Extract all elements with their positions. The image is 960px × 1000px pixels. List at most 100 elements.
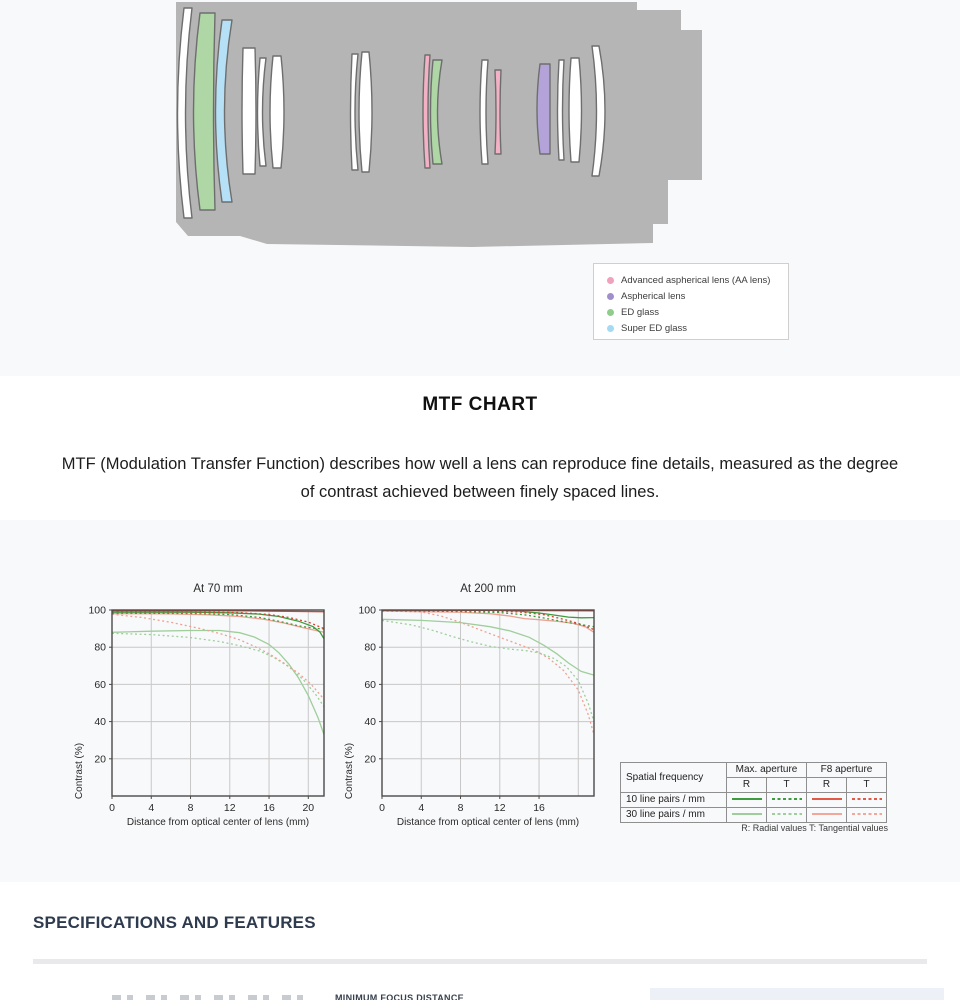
y-tick-label: 100 <box>88 605 106 617</box>
x-tick-label: 8 <box>458 802 464 814</box>
lens-element-normal <box>269 55 285 169</box>
legend-item-label: Aspherical lens <box>621 290 686 302</box>
mtf-series <box>381 610 595 633</box>
line-sample-dotted <box>851 813 882 816</box>
lens-construction-section: Advanced aspherical lens (AA lens) Aspher… <box>0 0 960 376</box>
table-subheader: R <box>806 777 847 793</box>
x-tick-label: 0 <box>379 802 385 814</box>
x-tick-label: 0 <box>109 802 115 814</box>
table-subheader: T <box>846 777 887 793</box>
mtf-chart-200mm: At 200 mm 20 40 60 80 100 0 4 8 12 16 Contrast (%) D… <box>340 576 610 835</box>
lens-element-aa <box>494 69 502 155</box>
mtf-series <box>381 609 595 631</box>
x-tick-label: 8 <box>188 802 194 814</box>
row-label: 10 line pairs / mm <box>620 792 727 808</box>
x-tick-label: 12 <box>224 802 236 814</box>
sample-cell <box>846 792 887 808</box>
minimum-focus-distance-label: MINIMUM FOCUS DISTANCE <box>335 993 464 1000</box>
legend-item: ED glass <box>607 304 782 320</box>
table-row: 10 line pairs / mm <box>620 792 887 808</box>
legend-item-label: Super ED glass <box>621 322 688 334</box>
section-divider <box>33 959 927 964</box>
specifications-heading: SPECIFICATIONS AND FEATURES <box>33 913 316 932</box>
y-tick-label: 40 <box>94 716 106 728</box>
chart-title: At 200 mm <box>460 583 516 595</box>
legend-item: Super ED glass <box>607 320 782 336</box>
legend-color-dot <box>607 292 614 300</box>
x-tick-label: 4 <box>148 802 154 814</box>
lens-element-normal <box>241 47 257 175</box>
x-axis-label: Distance from optical center of lens (mm… <box>127 817 309 828</box>
table-row: 30 line pairs / mm <box>620 807 887 823</box>
line-sample-solid <box>811 798 842 801</box>
x-tick-label: 16 <box>533 802 545 814</box>
line-sample-dotted <box>771 813 802 816</box>
spatial-frequency-table: Spatial frequency Max. aperture F8 apertur… <box>620 762 887 823</box>
y-axis-label: Contrast (%) <box>344 743 355 799</box>
lens-element-normal <box>256 57 267 167</box>
mtf-series <box>111 610 325 630</box>
lens-element-normal <box>358 51 373 173</box>
mtf-series <box>381 610 595 628</box>
y-tick-label: 20 <box>94 753 106 765</box>
legend-item-label: Advanced aspherical lens (AA lens) <box>621 274 771 286</box>
y-tick-label: 80 <box>94 642 106 654</box>
mtf-plot-svg: At 200 mm 20 40 60 80 100 0 4 8 12 16 Contrast (%) D… <box>344 583 595 828</box>
mtf-chart-heading: MTF CHART <box>422 394 538 415</box>
mtf-series <box>111 613 325 633</box>
legend-color-dot <box>607 324 614 332</box>
lens-element-ed <box>192 12 216 211</box>
sample-cell <box>726 792 767 808</box>
sample-cell <box>806 792 847 808</box>
lens-element-aa <box>422 54 431 169</box>
legend-item-label: ED glass <box>621 306 660 318</box>
mtf-legend-footnote: R: Radial values T: Tangential values <box>741 823 888 833</box>
mtf-series <box>381 619 595 722</box>
x-axis-label: Distance from optical center of lens (mm… <box>397 817 579 828</box>
mtf-description: MTF (Modulation Transfer Function) descr… <box>61 455 899 501</box>
chart-title: At 70 mm <box>193 583 242 595</box>
lens-element-normal <box>556 59 565 161</box>
table-subheader: T <box>766 777 807 793</box>
legend-item: Advanced aspherical lens (AA lens) <box>607 272 782 288</box>
lens-element-super_ed <box>214 19 233 203</box>
mtf-legend-table: Spatial frequency Max. aperture F8 apertur… <box>620 762 887 823</box>
y-tick-label: 60 <box>94 679 106 691</box>
x-tick-label: 20 <box>302 802 314 814</box>
lens-element-ed <box>429 59 443 165</box>
clipped-info-panel <box>650 988 944 1000</box>
mtf-series <box>111 629 325 735</box>
mtf-series <box>381 618 595 676</box>
sample-cell <box>846 807 887 823</box>
lens-glass-legend: Advanced aspherical lens (AA lens) Aspher… <box>593 263 789 340</box>
lens-element-normal <box>568 57 583 163</box>
y-tick-label: 80 <box>364 642 376 654</box>
line-sample-solid <box>731 798 762 801</box>
mtf-series <box>111 613 325 700</box>
lens-element-normal <box>479 59 489 165</box>
y-axis-label: Contrast (%) <box>74 743 85 799</box>
line-sample-solid <box>811 813 842 816</box>
mtf-series <box>111 612 325 630</box>
table-header-max-aperture: Max. aperture <box>726 762 807 778</box>
lens-body-svg <box>176 2 702 247</box>
table-header-f8-aperture: F8 aperture <box>806 762 887 778</box>
lens-element-normal <box>349 53 359 171</box>
mtf-series <box>381 610 595 735</box>
x-tick-label: 12 <box>494 802 506 814</box>
sample-cell <box>806 807 847 823</box>
sample-cell <box>726 807 767 823</box>
table-header-spatial-frequency: Spatial frequency <box>620 762 727 793</box>
line-sample-dotted <box>771 798 802 801</box>
clipped-text-fragment <box>112 995 312 1000</box>
lens-element-normal <box>591 45 606 177</box>
legend-color-dot <box>607 276 614 284</box>
y-tick-label: 60 <box>364 679 376 691</box>
mtf-plot-svg: At 70 mm 20 40 60 80 100 0 4 8 12 16 20 Contrast (%)… <box>74 583 325 828</box>
legend-color-dot <box>607 308 614 316</box>
sample-cell <box>766 807 807 823</box>
row-label: 30 line pairs / mm <box>620 807 727 823</box>
x-tick-label: 4 <box>418 802 424 814</box>
line-sample-dotted <box>851 798 882 801</box>
